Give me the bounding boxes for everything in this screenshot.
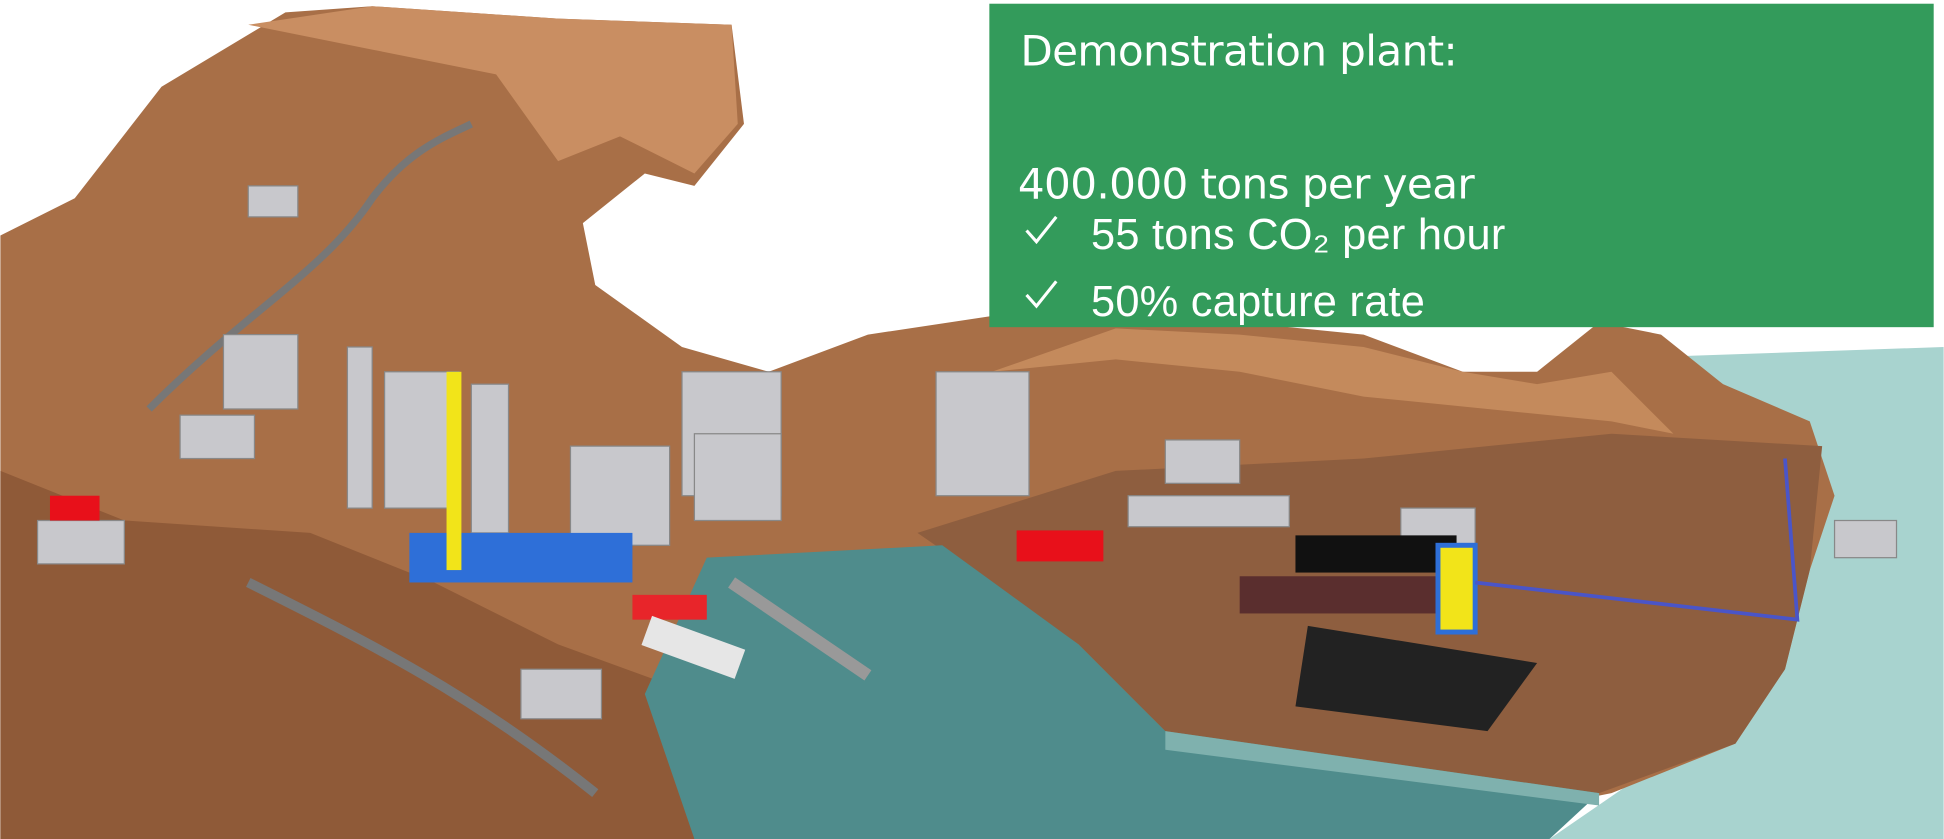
- slide-title: Demonstration plant:: [1020, 27, 1457, 76]
- check-icon: [1025, 215, 1058, 245]
- check-icon: [1025, 280, 1058, 309]
- text-box: [989, 3, 1934, 328]
- bullet-item: 55 tons CO₂ per hour: [1091, 211, 1506, 259]
- bullet-item: 50% capture rate: [1091, 278, 1425, 326]
- slide-headline: 400.000 tons per year: [1018, 159, 1476, 208]
